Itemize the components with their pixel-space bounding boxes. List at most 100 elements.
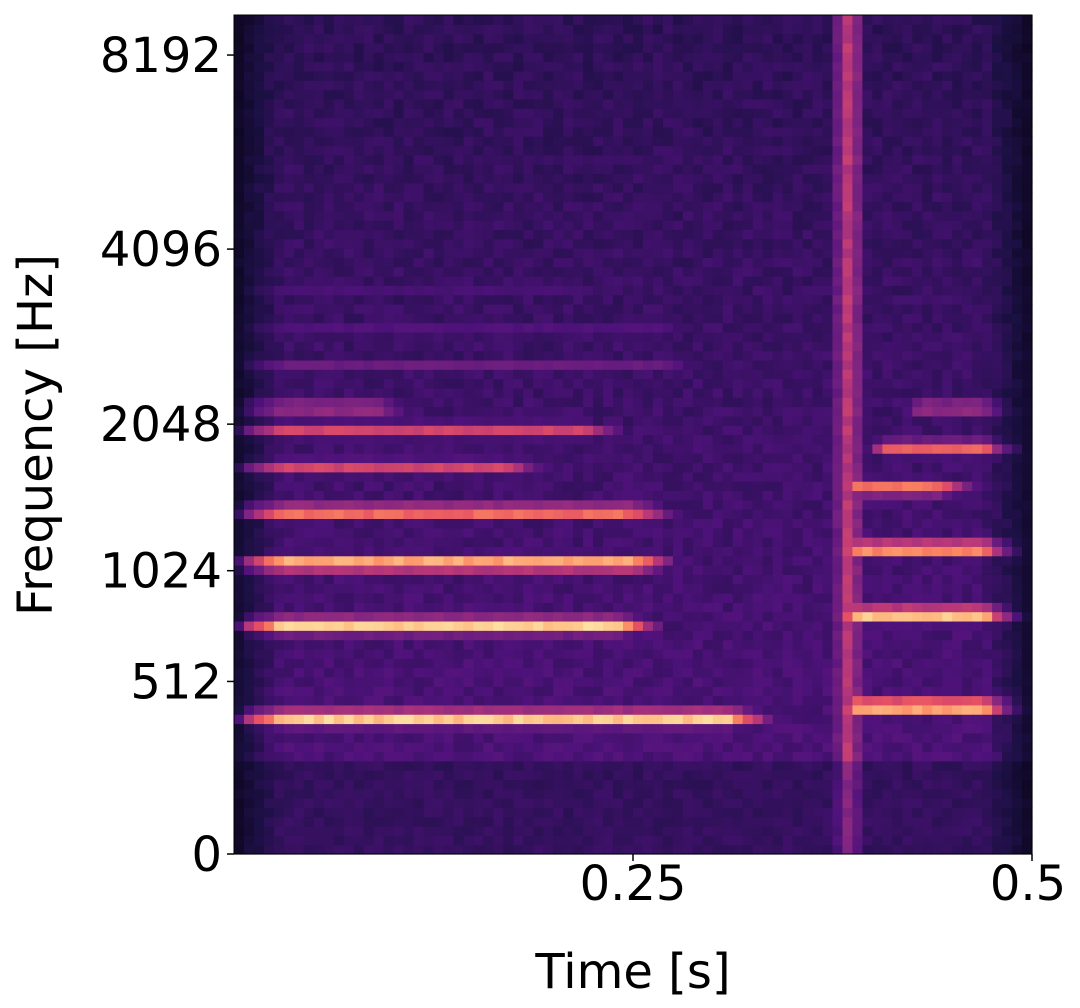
heatmap-cell xyxy=(752,639,764,650)
heatmap-cell xyxy=(403,341,415,352)
heatmap-cell xyxy=(443,42,455,53)
heatmap-cell xyxy=(752,378,764,389)
heatmap-cell xyxy=(423,546,435,557)
heatmap-cell xyxy=(353,154,365,165)
heatmap-cell xyxy=(243,369,255,380)
heatmap-cell xyxy=(523,732,534,743)
heatmap-cell xyxy=(712,425,724,436)
heatmap-cell xyxy=(503,33,514,44)
heatmap-cell xyxy=(662,331,674,342)
heatmap-cell xyxy=(702,779,714,790)
heatmap-cell xyxy=(692,369,704,380)
heatmap-cell xyxy=(403,220,415,231)
heatmap-cell xyxy=(463,201,474,212)
heatmap-cell xyxy=(513,350,524,361)
heatmap-cell xyxy=(523,555,534,566)
heatmap-cell xyxy=(393,294,405,305)
heatmap-cell xyxy=(273,742,285,753)
heatmap-cell xyxy=(583,61,594,72)
heatmap-cell xyxy=(353,24,365,35)
heatmap-cell xyxy=(642,387,654,398)
heatmap-cell xyxy=(283,835,295,846)
heatmap-cell xyxy=(493,714,504,725)
heatmap-cell xyxy=(633,471,644,482)
heatmap-cell xyxy=(553,52,564,63)
heatmap-cell xyxy=(563,602,574,613)
heatmap-cell xyxy=(533,145,544,156)
heatmap-cell xyxy=(393,807,405,818)
heatmap-cell xyxy=(523,537,534,547)
heatmap-cell xyxy=(702,369,714,380)
heatmap-cell xyxy=(273,788,285,799)
heatmap-cell xyxy=(423,732,435,743)
heatmap-cell xyxy=(353,397,365,408)
heatmap-cell xyxy=(652,80,664,91)
heatmap-cell xyxy=(583,798,594,808)
heatmap-cell xyxy=(513,266,524,277)
heatmap-cell xyxy=(553,98,564,109)
heatmap-cell xyxy=(393,844,405,855)
heatmap-cell xyxy=(672,89,684,100)
heatmap-cell xyxy=(613,546,624,557)
heatmap-cell xyxy=(573,229,584,240)
heatmap-cell xyxy=(283,182,295,193)
heatmap-cell xyxy=(333,192,345,203)
heatmap-cell xyxy=(692,192,704,203)
heatmap-cell xyxy=(473,415,484,426)
heatmap-cell xyxy=(563,145,574,156)
heatmap-cell xyxy=(523,359,534,370)
heatmap-cell xyxy=(463,742,474,753)
heatmap-cell xyxy=(423,574,435,585)
heatmap-cell xyxy=(553,481,564,492)
heatmap-cell xyxy=(642,415,654,426)
heatmap-cell xyxy=(633,667,644,678)
heatmap-cell xyxy=(563,220,574,231)
heatmap-cell xyxy=(473,434,484,445)
heatmap-cell xyxy=(493,378,504,389)
heatmap-cell xyxy=(772,686,784,697)
heatmap-cell xyxy=(642,406,654,417)
heatmap-cell xyxy=(652,751,664,762)
heatmap-cell xyxy=(762,788,774,799)
heatmap-cell xyxy=(533,676,544,687)
heatmap-cell xyxy=(303,490,315,501)
heatmap-cell xyxy=(652,136,664,147)
heatmap-cell xyxy=(573,565,584,575)
heatmap-cell xyxy=(702,490,714,501)
heatmap-cell xyxy=(702,807,714,818)
heatmap-cell xyxy=(313,760,325,771)
heatmap-cell xyxy=(243,276,255,286)
heatmap-cell xyxy=(433,98,445,109)
heatmap-cell xyxy=(473,620,484,631)
heatmap-cell xyxy=(613,70,624,81)
heatmap-cell xyxy=(623,406,634,417)
heatmap-cell xyxy=(473,565,484,575)
heatmap-cell xyxy=(283,583,295,594)
heatmap-cell xyxy=(772,630,784,641)
heatmap-cell xyxy=(672,98,684,109)
heatmap-cell xyxy=(652,192,664,203)
heatmap-cell xyxy=(313,313,325,324)
heatmap-cell xyxy=(473,658,484,669)
heatmap-cell xyxy=(303,52,315,63)
heatmap-cell xyxy=(263,742,275,753)
heatmap-cell xyxy=(583,760,594,771)
heatmap-cell xyxy=(423,695,435,706)
heatmap-cell xyxy=(682,742,694,753)
heatmap-cell xyxy=(423,33,435,44)
heatmap-cell xyxy=(483,453,494,464)
heatmap-cell xyxy=(253,546,265,557)
heatmap-cell xyxy=(692,835,704,846)
heatmap-cell xyxy=(682,816,694,827)
heatmap-cell xyxy=(473,648,484,659)
heatmap-cell xyxy=(742,714,754,725)
heatmap-cell xyxy=(782,639,794,650)
heatmap-cell xyxy=(712,583,724,594)
heatmap-cell xyxy=(513,285,524,296)
heatmap-cell xyxy=(692,630,704,641)
heatmap-cell xyxy=(433,835,445,846)
heatmap-cell xyxy=(483,676,494,687)
heatmap-cell xyxy=(583,732,594,743)
heatmap-cell xyxy=(623,509,634,519)
heatmap-cell xyxy=(433,658,445,669)
